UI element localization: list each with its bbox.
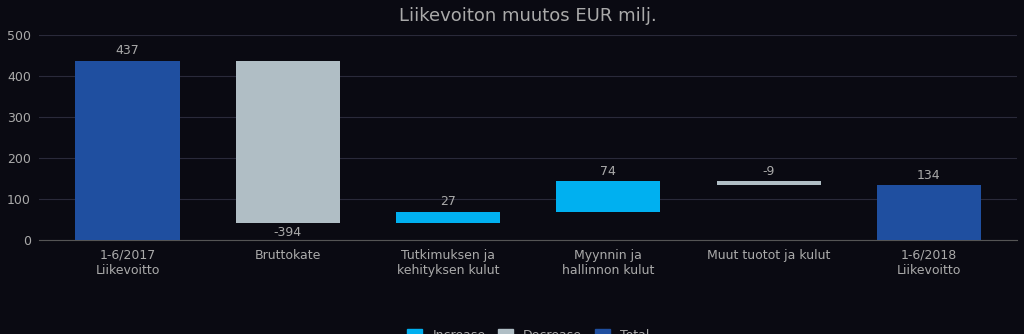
Text: -394: -394 [273, 226, 302, 239]
Legend: Increase, Decrease, Total: Increase, Decrease, Total [402, 324, 654, 334]
Text: -9: -9 [763, 165, 775, 178]
Bar [556, 181, 660, 212]
Bar [396, 212, 500, 223]
Bar [236, 61, 340, 223]
Text: 437: 437 [116, 44, 139, 57]
Text: 74: 74 [600, 165, 616, 178]
Title: Liikevoiton muutos EUR milj.: Liikevoiton muutos EUR milj. [399, 7, 657, 25]
Bar [717, 181, 820, 185]
Text: 27: 27 [440, 195, 456, 208]
Bar [76, 61, 179, 240]
Text: 134: 134 [918, 169, 941, 182]
Bar [877, 185, 981, 240]
